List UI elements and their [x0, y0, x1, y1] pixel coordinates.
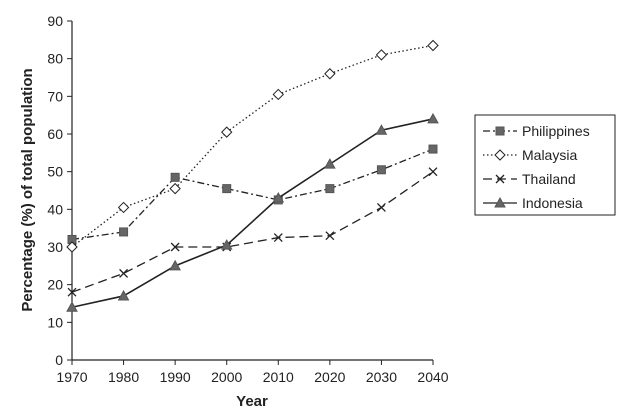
thailand-point-stroke-b [428, 167, 438, 177]
thailand-point-stroke-b [170, 242, 180, 252]
malaysia-point [221, 126, 233, 138]
philippines-point [170, 172, 180, 182]
malaysia-series-line [71, 44, 434, 248]
legend-marker-indonesia [494, 196, 506, 208]
y-tick-label: 10 [47, 314, 63, 330]
x-axis-title: Year [236, 393, 268, 410]
y-tick-label: 90 [47, 13, 63, 29]
y-tick-label: 70 [47, 88, 63, 104]
malaysia-point [324, 68, 336, 80]
thailand-point [170, 242, 180, 252]
malaysia-point [66, 241, 78, 253]
philippines-point [428, 144, 438, 154]
thailand-point-stroke-b [273, 233, 283, 243]
thailand-point-stroke-b [325, 231, 335, 241]
philippines-point [325, 184, 335, 194]
x-tick-label: 1970 [56, 369, 87, 385]
indonesia-point [66, 301, 78, 312]
malaysia-point [117, 201, 130, 214]
legend-label-thailand: Thailand [522, 171, 576, 187]
x-tick-label: 1980 [108, 369, 139, 385]
legend-marker-philippines [495, 126, 505, 136]
x-ticks: 1970 1980 1990 2000 2010 2020 2030 2040 [56, 360, 449, 385]
malaysia-point [427, 39, 439, 52]
x-tick-label: 2020 [314, 369, 345, 385]
y-tick-label: 80 [47, 51, 63, 67]
legend: Philippines Malaysia Thailand Indonesia [474, 114, 616, 216]
thailand-point [428, 167, 438, 177]
indonesia-series-line [71, 118, 434, 309]
x-tick-label: 2030 [366, 369, 397, 385]
legend-marker-thailand [495, 174, 505, 184]
thailand-point-stroke-b [376, 202, 386, 212]
thailand-point [67, 287, 77, 297]
thailand-point-stroke-b [119, 268, 129, 278]
x-tick-label: 2040 [417, 369, 448, 385]
y-ticks: 0 10 20 30 40 50 60 70 80 90 [47, 13, 72, 368]
indonesia-point [272, 192, 285, 203]
y-tick-label: 50 [47, 164, 63, 180]
indonesia-point [324, 158, 336, 169]
y-tick-label: 20 [47, 277, 63, 293]
indonesia-point [117, 289, 130, 301]
legend-label-indonesia: Indonesia [522, 195, 583, 211]
axes [71, 21, 433, 361]
legend-label-malaysia: Malaysia [522, 147, 577, 163]
indonesia-point [375, 124, 388, 135]
philippines-series-line [71, 148, 434, 241]
series-layer [66, 39, 439, 312]
legend-marker-thailand-stroke-b [495, 174, 505, 184]
x-tick-label: 1990 [160, 369, 191, 385]
thailand-point-stroke-b [67, 287, 77, 297]
thailand-point [325, 231, 335, 241]
philippines-point [119, 227, 129, 237]
malaysia-point [272, 88, 284, 101]
y-tick-label: 0 [55, 352, 63, 368]
legend-marker-malaysia [494, 149, 506, 161]
legend-label-philippines: Philippines [522, 123, 590, 139]
malaysia-point [375, 49, 388, 61]
y-tick-label: 60 [47, 126, 63, 142]
thailand-series-line [71, 171, 434, 293]
x-tick-label: 2000 [211, 369, 242, 385]
malaysia-point [169, 182, 181, 195]
thailand-point [376, 202, 386, 212]
x-tick-label: 2010 [263, 369, 294, 385]
philippines-point [222, 184, 232, 194]
indonesia-point [427, 112, 439, 124]
y-tick-label: 30 [47, 239, 63, 255]
indonesia-point [169, 259, 181, 271]
y-tick-label: 40 [47, 201, 63, 217]
y-axis-title: Percentage (%) of total population [19, 68, 36, 311]
indonesia-point [220, 239, 233, 250]
thailand-point [119, 268, 129, 278]
thailand-point [273, 233, 283, 243]
philippines-point [376, 165, 386, 175]
